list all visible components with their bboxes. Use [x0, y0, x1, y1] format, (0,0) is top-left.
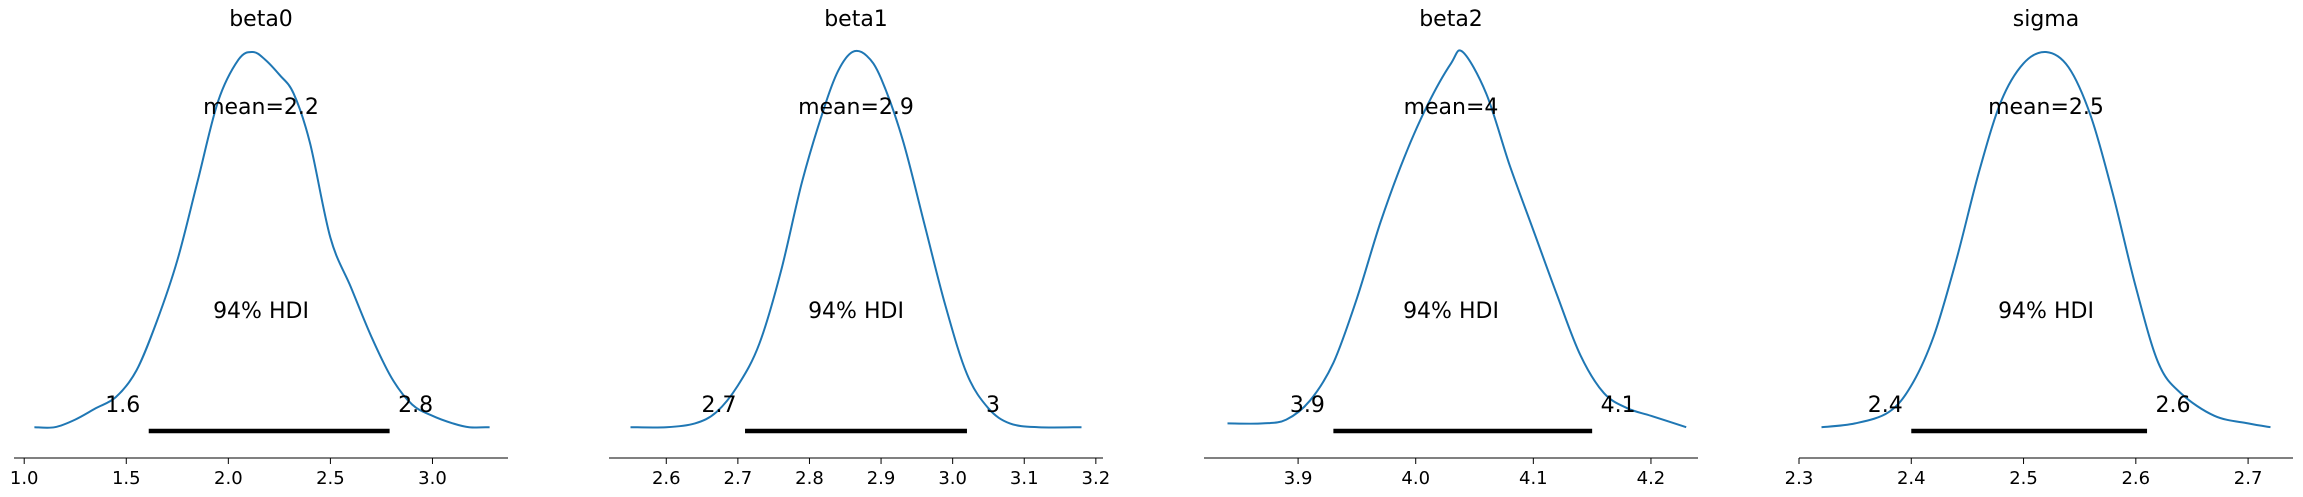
x-tick-label: 1.5 — [112, 468, 141, 489]
mean-label: mean=2.5 — [1988, 95, 2104, 120]
panel-beta2: beta2 mean=4 94% HDI 3.9 4.1 3.9 4.0 4.1 4.2 — [1204, 7, 1698, 489]
x-tick-label: 2.3 — [1785, 468, 1814, 489]
x-tick-label: 4.2 — [1637, 468, 1666, 489]
hdi-label: 94% HDI — [1998, 299, 2094, 324]
panels: beta0 mean=2.2 94% HDI 1.6 2.8 1.0 1.5 2.0 2.5 3.… — [10, 7, 2293, 489]
x-tick-label: 2.6 — [2121, 468, 2150, 489]
x-tick-label: 2.9 — [867, 468, 896, 489]
hdi-high-label: 2.8 — [398, 393, 433, 418]
hdi-low-label: 1.6 — [105, 393, 140, 418]
hdi-label: 94% HDI — [213, 299, 309, 324]
density-line — [630, 49, 1082, 429]
hdi-high-label: 2.6 — [2156, 393, 2191, 418]
x-tick-label: 2.5 — [316, 468, 345, 489]
x-tick-label: 3.1 — [1010, 468, 1039, 489]
x-tick-label: 2.7 — [2234, 468, 2263, 489]
x-tick-label: 1.0 — [10, 468, 39, 489]
panel-beta1: beta1 mean=2.9 94% HDI 2.7 3 2.6 2.7 2.8 2.9 3.0 3… — [609, 7, 1110, 489]
x-tick-label: 3.9 — [1284, 468, 1313, 489]
panel-title: beta0 — [229, 7, 293, 32]
hdi-label: 94% HDI — [808, 299, 904, 324]
panel-sigma: sigma mean=2.5 94% HDI 2.4 2.6 2.3 2.4 2.5 2.6 2.… — [1785, 7, 2293, 489]
x-tick-label: 2.4 — [1897, 468, 1926, 489]
density-line — [34, 50, 490, 429]
x-tick-label: 4.0 — [1401, 468, 1430, 489]
hdi-low-label: 2.4 — [1868, 393, 1903, 418]
panel-title: sigma — [2013, 7, 2079, 32]
x-tick-label: 4.1 — [1519, 468, 1548, 489]
hdi-label: 94% HDI — [1403, 299, 1499, 324]
x-tick-label: 3.0 — [418, 468, 447, 489]
hdi-high-label: 3 — [986, 393, 1000, 418]
x-tick-label: 2.6 — [652, 468, 681, 489]
x-tick-label: 2.8 — [795, 468, 824, 489]
panel-title: beta1 — [824, 7, 888, 32]
x-tick-label: 2.7 — [724, 468, 753, 489]
mean-label: mean=2.2 — [203, 95, 319, 120]
hdi-low-label: 2.7 — [702, 393, 737, 418]
hdi-low-label: 3.9 — [1290, 393, 1325, 418]
x-tick-label: 2.5 — [2009, 468, 2038, 489]
x-tick-label: 2.0 — [214, 468, 243, 489]
x-tick-label: 3.0 — [938, 468, 967, 489]
mean-label: mean=4 — [1404, 95, 1499, 120]
panel-beta0: beta0 mean=2.2 94% HDI 1.6 2.8 1.0 1.5 2.0 2.5 3.… — [10, 7, 508, 489]
x-tick-label: 3.2 — [1082, 468, 1111, 489]
panel-title: beta2 — [1419, 7, 1483, 32]
density-line — [1227, 49, 1687, 429]
density-line — [1821, 50, 2271, 429]
hdi-high-label: 4.1 — [1601, 393, 1636, 418]
mean-label: mean=2.9 — [798, 95, 914, 120]
